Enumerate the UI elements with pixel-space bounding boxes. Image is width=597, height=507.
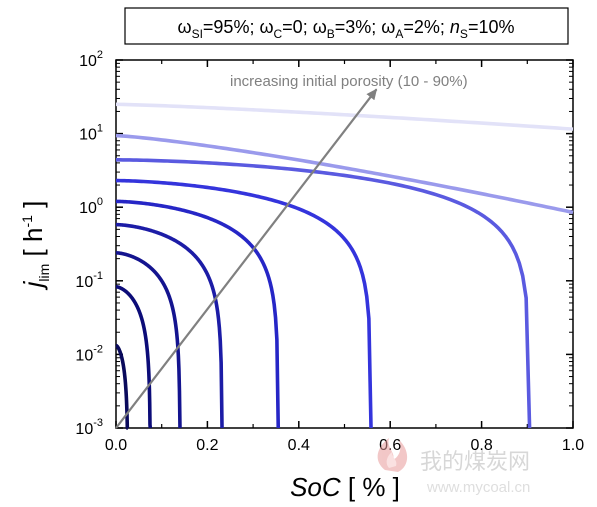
series-line-4 bbox=[115, 222, 224, 429]
watermark: 我的煤炭网 www.mycoal.cn bbox=[377, 438, 530, 496]
watermark-url: www.mycoal.cn bbox=[426, 479, 530, 496]
series-line-9 bbox=[115, 102, 574, 131]
x-axis-title: SoC [ % ] bbox=[290, 472, 400, 502]
y-tick-label: 100 bbox=[79, 196, 103, 217]
series-line-2 bbox=[114, 284, 153, 429]
series-line-8 bbox=[115, 133, 574, 215]
series-line-5 bbox=[115, 199, 281, 429]
x-tick-label: 1.0 bbox=[562, 437, 584, 454]
y-tick-labels: 10-3 10-2 10-1 100 101 102 bbox=[75, 49, 103, 438]
y-tick-label: 102 bbox=[79, 49, 103, 70]
x-tick-labels: 0.0 0.2 0.4 0.6 0.8 1.0 bbox=[105, 437, 584, 454]
watermark-cn: 我的煤炭网 bbox=[420, 450, 530, 475]
y-tick-label: 10-1 bbox=[75, 270, 103, 291]
y-tick-label: 101 bbox=[79, 123, 103, 144]
x-tick-label: 0.0 bbox=[105, 437, 127, 454]
series-line-6 bbox=[115, 178, 373, 429]
series-line-7 bbox=[115, 158, 532, 429]
x-tick-label: 0.8 bbox=[470, 437, 492, 454]
y-axis-title: jlim [ h-1 ] bbox=[18, 201, 52, 291]
series-lines bbox=[114, 102, 574, 430]
header-box bbox=[124, 7, 569, 45]
header-text: ωSI=95%; ωC=0; ωB=3%; ωA=2%; nS=10% bbox=[178, 17, 515, 41]
x-tick-label: 0.2 bbox=[196, 437, 218, 454]
flame-logo bbox=[377, 438, 408, 472]
y-tick-label: 10-3 bbox=[75, 417, 103, 438]
axis-ticks bbox=[115, 59, 574, 429]
x-tick-label: 0.4 bbox=[288, 437, 310, 454]
trend-arrow bbox=[115, 88, 378, 429]
chart-annotation: increasing initial porosity (10 - 90%) bbox=[230, 73, 468, 90]
series-line-3 bbox=[114, 251, 182, 429]
chart-header: ωSI=95%; ωC=0; ωB=3%; ωA=2%; nS=10% bbox=[124, 7, 569, 45]
series-line-1 bbox=[114, 343, 130, 430]
y-tick-label: 10-2 bbox=[75, 343, 103, 364]
